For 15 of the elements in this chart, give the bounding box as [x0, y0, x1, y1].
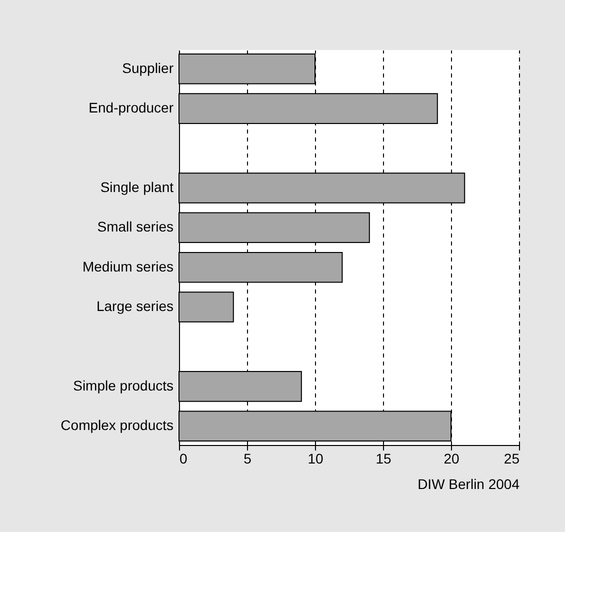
y-tick-label: Simple products [73, 377, 174, 394]
y-tick-label: Supplier [122, 60, 174, 76]
x-tick-label: 15 [376, 450, 392, 466]
y-tick-label: Medium series [82, 258, 174, 274]
text: DIW Berlin 2004 [418, 476, 520, 492]
y-tick-label: Single plant [100, 178, 174, 195]
y-tick-label: Small series [97, 218, 174, 235]
y-tick-label: Complex products [60, 417, 174, 434]
x-tick-label: 0 [180, 450, 188, 466]
x-tick-label: 10 [308, 450, 324, 466]
x-tick-label: 5 [244, 450, 252, 466]
y-tick-label: Large series [96, 298, 174, 314]
y-tick-label: End-producer [88, 100, 174, 116]
x-tick-label: 20 [444, 450, 460, 466]
x-tick-label: 25 [504, 450, 520, 466]
